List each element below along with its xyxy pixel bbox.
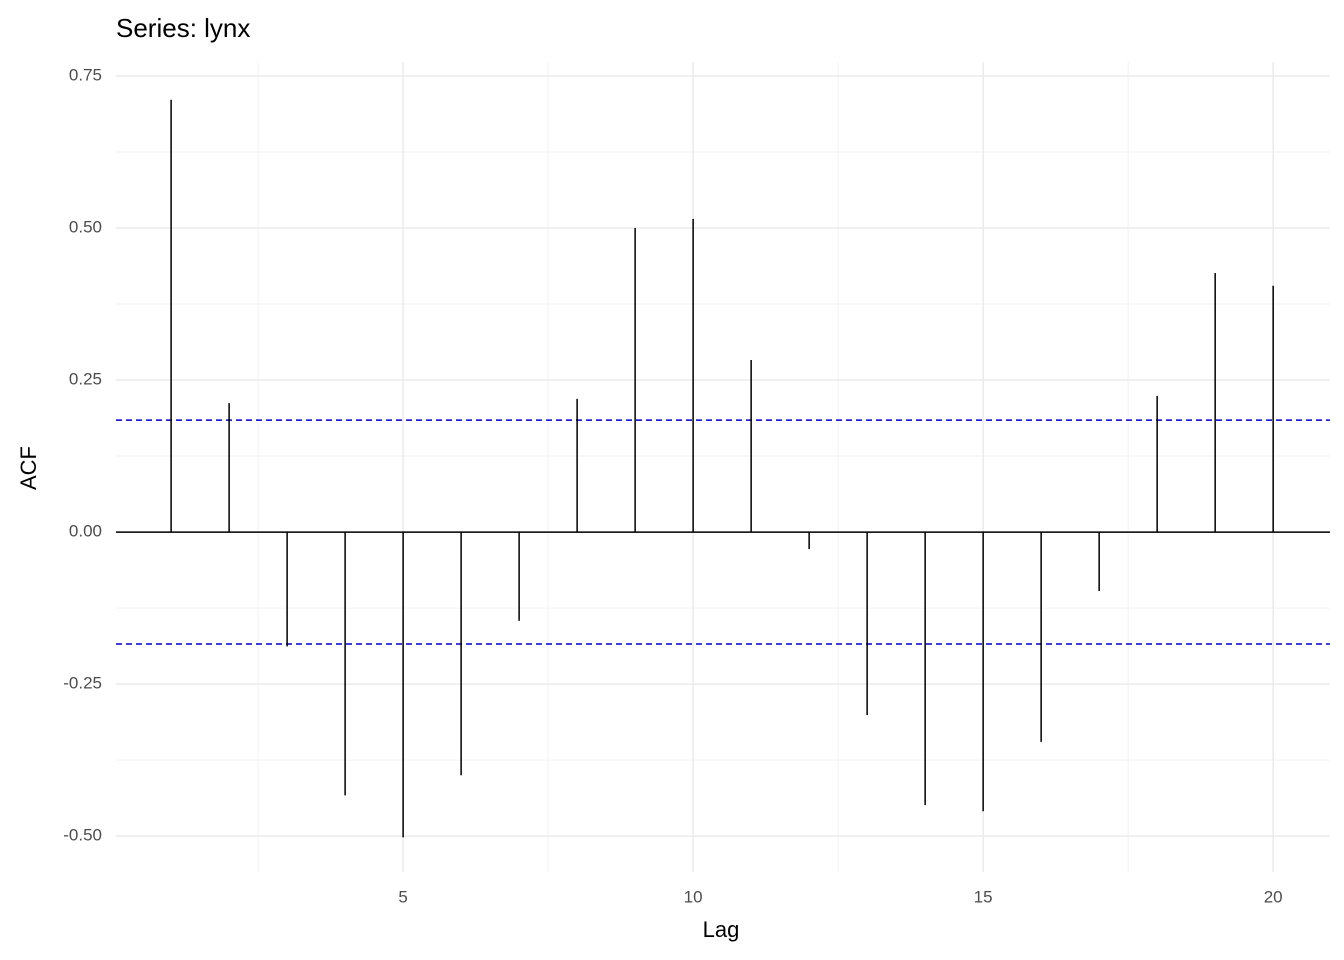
x-tick-label: 20 [1264, 887, 1283, 906]
x-tick-label: 15 [974, 887, 993, 906]
y-tick-label: 0.75 [69, 65, 102, 84]
y-tick-label: 0.00 [69, 522, 102, 541]
y-tick-label: -0.50 [63, 826, 102, 845]
chart-title: Series: lynx [116, 13, 250, 43]
y-tick-label: 0.25 [69, 370, 102, 389]
y-tick-label: 0.50 [69, 217, 102, 236]
y-axis-label: ACF [16, 446, 41, 490]
x-axis-label: Lag [703, 917, 740, 942]
x-tick-label: 5 [398, 887, 407, 906]
y-tick-label: -0.25 [63, 674, 102, 693]
x-tick-label: 10 [684, 887, 703, 906]
